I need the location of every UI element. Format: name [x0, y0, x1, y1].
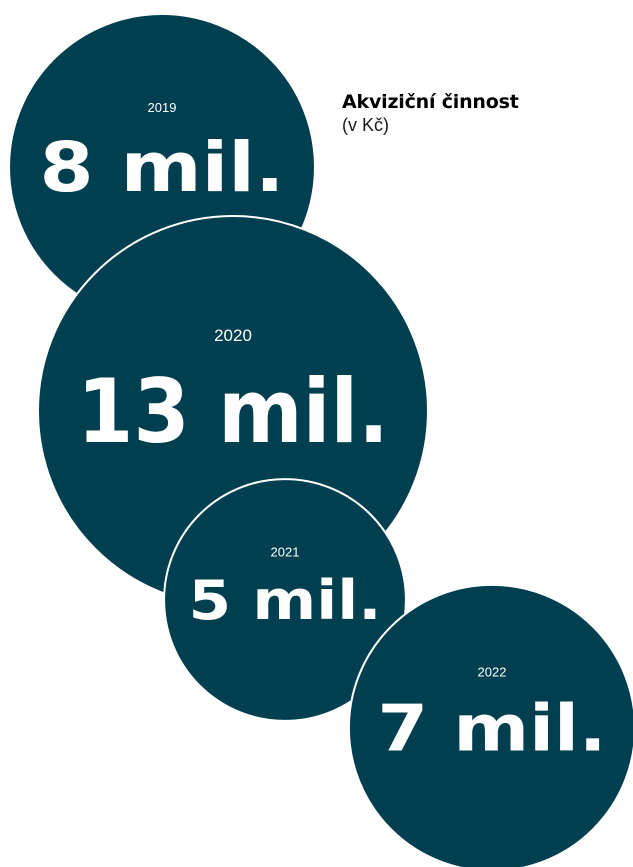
bubble-circle	[163, 478, 407, 722]
bubble-value-label: 8 mil.	[40, 128, 285, 208]
bubble-year-label: 2022	[478, 664, 507, 679]
bubble-value-label: 7 mil.	[378, 692, 607, 766]
bubble-value-label: 13 mil.	[77, 360, 389, 463]
bubble-circle	[347, 583, 633, 867]
bubble-year-label: 2021	[271, 544, 300, 559]
chart-title: Akviziční činnost	[342, 91, 519, 113]
bubble-value-label: 5 mil.	[189, 569, 382, 632]
bubble-year-label: 2020	[214, 326, 252, 345]
bubble-2022: 2022 7 mil.	[347, 583, 633, 867]
bubble-year-label: 2019	[148, 100, 177, 115]
chart-subtitle: (v Kč)	[342, 115, 389, 135]
chart-title-block: Akviziční činnost (v Kč)	[342, 90, 519, 136]
bubble-2021: 2021 5 mil.	[163, 478, 407, 722]
